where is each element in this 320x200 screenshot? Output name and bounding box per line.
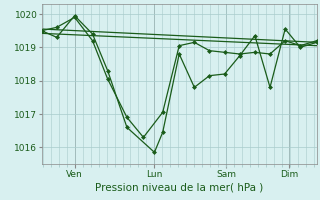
X-axis label: Pression niveau de la mer( hPa ): Pression niveau de la mer( hPa ) bbox=[95, 183, 263, 193]
